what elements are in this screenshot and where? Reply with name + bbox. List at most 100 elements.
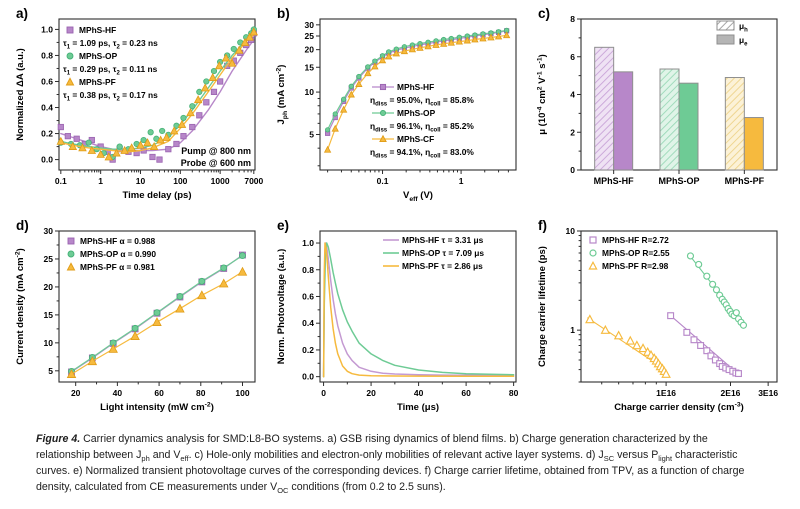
svg-text:1.0: 1.0	[41, 24, 53, 34]
legend: MPhS-HF R=2.72 MPhS-OP R=2.55 MPhS-PF R=2.…	[588, 235, 670, 271]
svg-text:Normalized ΔA (a.u.): Normalized ΔA (a.u.)	[15, 48, 26, 141]
svg-text:τ1 = 1.09 ps, τ2 = 0.23 ns: τ1 = 1.09 ps, τ2 = 0.23 ns	[63, 38, 158, 51]
svg-text:τ1 = 0.38 ps, τ2 = 0.17 ns: τ1 = 0.38 ps, τ2 = 0.17 ns	[63, 90, 158, 103]
svg-text:10: 10	[44, 338, 54, 348]
svg-text:MPhS-OP τ = 7.09 μs: MPhS-OP τ = 7.09 μs	[402, 248, 484, 258]
svg-text:Pump @ 800 nm: Pump @ 800 nm	[181, 146, 251, 156]
svg-text:1: 1	[98, 176, 103, 186]
svg-text:μe: μe	[739, 35, 748, 48]
panel-a: a) 0.1 1 10 100 1000 7000 Time delay (ps) 0.0 0.2…	[12, 2, 268, 214]
series-1	[322, 242, 515, 378]
panel-f: f) 1E16 2E16 3E16 Charge carrier density (cm…	[534, 214, 790, 426]
svg-text:5: 5	[309, 130, 314, 140]
svg-text:Charge carrier density (cm-3): Charge carrier density (cm-3)	[614, 401, 744, 413]
chart-mobility-bars: c) 0 2 4 6 8 μ (10-4 cm2 V-1 s-1) MPhS-HF MPhS-O…	[536, 6, 778, 186]
chart-gsb-dynamics: a) 0.1 1 10 100 1000 7000 Time delay (ps) 0.0 0.2…	[15, 6, 264, 201]
svg-text:30: 30	[305, 20, 315, 30]
chart-tpv-decay: e) 0 20 40 60 80 Time (μs) 0.0 0.2 0.4 0.6 0.8 1.0 No…	[276, 218, 519, 413]
panel-d: d) 20 40 60 80 100 Light intensity (mW cm-2) 5 1…	[14, 218, 256, 413]
svg-text:Time (μs): Time (μs)	[397, 402, 439, 413]
svg-text:25: 25	[44, 254, 54, 264]
svg-text:2E16: 2E16	[721, 388, 741, 398]
svg-text:τ1 = 0.29 ps, τ2 = 0.11 ns: τ1 = 0.29 ps, τ2 = 0.11 ns	[63, 64, 158, 77]
svg-text:1E16: 1E16	[656, 388, 676, 398]
svg-text:f): f)	[538, 218, 547, 233]
svg-text:MPhS-OP α = 0.990: MPhS-OP α = 0.990	[80, 249, 156, 259]
svg-text:Norm. Photovoltage (a.u.): Norm. Photovoltage (a.u.)	[276, 249, 287, 365]
chart-carrier-lifetime: f) 1E16 2E16 3E16 Charge carrier density (cm…	[537, 218, 778, 413]
svg-text:0.0: 0.0	[302, 372, 314, 382]
svg-text:MPhS-OP R=2.55: MPhS-OP R=2.55	[602, 248, 670, 258]
svg-text:MPhS-OP: MPhS-OP	[397, 108, 436, 118]
svg-text:Probe @ 600 nm: Probe @ 600 nm	[181, 158, 251, 168]
svg-text:Current density (mA cm-2): Current density (mA cm-2)	[14, 248, 26, 365]
series-1	[325, 27, 510, 133]
svg-text:MPhS-HF: MPhS-HF	[79, 25, 116, 35]
svg-text:0.1: 0.1	[55, 176, 67, 186]
series-2	[56, 27, 259, 161]
svg-text:100: 100	[173, 176, 187, 186]
caption-label: Figure 4.	[36, 433, 81, 445]
svg-text:MPhS-OP: MPhS-OP	[79, 51, 118, 61]
svg-text:ηdiss = 94.1%, ηcoll = 83.0%: ηdiss = 94.1%, ηcoll = 83.0%	[370, 147, 474, 160]
svg-text:MPhS-PF: MPhS-PF	[79, 77, 116, 87]
svg-text:25: 25	[305, 31, 315, 41]
legend: MPhS-HF α = 0.988 MPhS-OP α = 0.990 MPhS-P…	[66, 236, 156, 272]
svg-text:15: 15	[305, 62, 315, 72]
svg-text:6: 6	[570, 52, 575, 62]
svg-text:ηdiss = 96.1%, ηcoll = 85.2%: ηdiss = 96.1%, ηcoll = 85.2%	[370, 121, 474, 134]
svg-text:80: 80	[196, 388, 206, 398]
svg-text:b): b)	[277, 6, 290, 21]
svg-text:0.1: 0.1	[377, 176, 389, 186]
svg-text:MPhS-HF τ = 3.31 μs: MPhS-HF τ = 3.31 μs	[402, 235, 484, 245]
svg-text:Jph (mA cm-2): Jph (mA cm-2)	[275, 65, 288, 125]
svg-text:2: 2	[570, 127, 575, 137]
svg-text:MPhS-HF R=2.72: MPhS-HF R=2.72	[602, 235, 669, 245]
svg-text:1.0: 1.0	[302, 238, 314, 248]
legend: MPhS-HF τ1 = 1.09 ps, τ2 = 0.23 nsMPhS-OP…	[63, 25, 158, 103]
svg-text:20: 20	[305, 45, 315, 55]
svg-text:30: 30	[44, 226, 54, 236]
svg-text:ηdiss = 95.0%, ηcoll = 85.8%: ηdiss = 95.0%, ηcoll = 85.8%	[370, 95, 474, 108]
panel-c: c) 0 2 4 6 8 μ (10-4 cm2 V-1 s-1) MPhS-HF MPhS-O…	[536, 6, 778, 186]
svg-text:8: 8	[570, 14, 575, 24]
panel-d: d) 20 40 60 80 100 Light intensity (mW cm-2) 5 1…	[12, 214, 268, 426]
panel-a: a) 0.1 1 10 100 1000 7000 Time delay (ps) 0.0 0.2…	[15, 6, 264, 201]
svg-text:0.8: 0.8	[41, 50, 53, 60]
svg-text:80: 80	[509, 388, 519, 398]
svg-text:MPhS-CF: MPhS-CF	[397, 134, 434, 144]
svg-text:0.6: 0.6	[302, 291, 314, 301]
svg-text:15: 15	[44, 310, 54, 320]
svg-text:Charge carrier lifetime (ps): Charge carrier lifetime (ps)	[537, 246, 548, 367]
series-2	[585, 314, 671, 378]
svg-text:60: 60	[154, 388, 164, 398]
svg-text:0.0: 0.0	[41, 155, 53, 165]
series-2	[66, 266, 248, 378]
chart-jsc-plight: d) 20 40 60 80 100 Light intensity (mW cm-2) 5 1…	[14, 218, 256, 413]
svg-text:0.4: 0.4	[41, 103, 53, 113]
caption-text: Carrier dynamics analysis for SMD:L8-BO …	[36, 433, 745, 496]
svg-text:MPhS-PF R=2.98: MPhS-PF R=2.98	[602, 261, 669, 271]
series-0	[667, 312, 742, 378]
svg-text:0: 0	[321, 388, 326, 398]
panel-c: c) 0 2 4 6 8 μ (10-4 cm2 V-1 s-1) MPhS-HF MPhS-O…	[534, 2, 790, 214]
svg-text:20: 20	[71, 388, 81, 398]
panel-e: e) 0 20 40 60 80 Time (μs) 0.0 0.2 0.4 0.6 0.8 1.0 No…	[276, 218, 519, 413]
series-2	[322, 242, 515, 378]
svg-text:μ (10-4 cm2 V-1 s-1): μ (10-4 cm2 V-1 s-1)	[536, 54, 548, 135]
svg-text:a): a)	[16, 6, 28, 21]
figure-panels: a) 0.1 1 10 100 1000 7000 Time delay (ps) 0.0 0.2…	[12, 2, 790, 426]
panel-e: e) 0 20 40 60 80 Time (μs) 0.0 0.2 0.4 0.6 0.8 1.0 No…	[273, 214, 529, 426]
svg-text:0.8: 0.8	[302, 265, 314, 275]
svg-text:MPhS-HF α = 0.988: MPhS-HF α = 0.988	[80, 236, 156, 246]
svg-text:1: 1	[570, 325, 575, 335]
svg-text:0.4: 0.4	[302, 318, 314, 328]
svg-text:3E16: 3E16	[758, 388, 778, 398]
svg-text:e): e)	[277, 218, 289, 233]
svg-text:μh: μh	[739, 21, 748, 34]
svg-text:4: 4	[570, 90, 575, 100]
